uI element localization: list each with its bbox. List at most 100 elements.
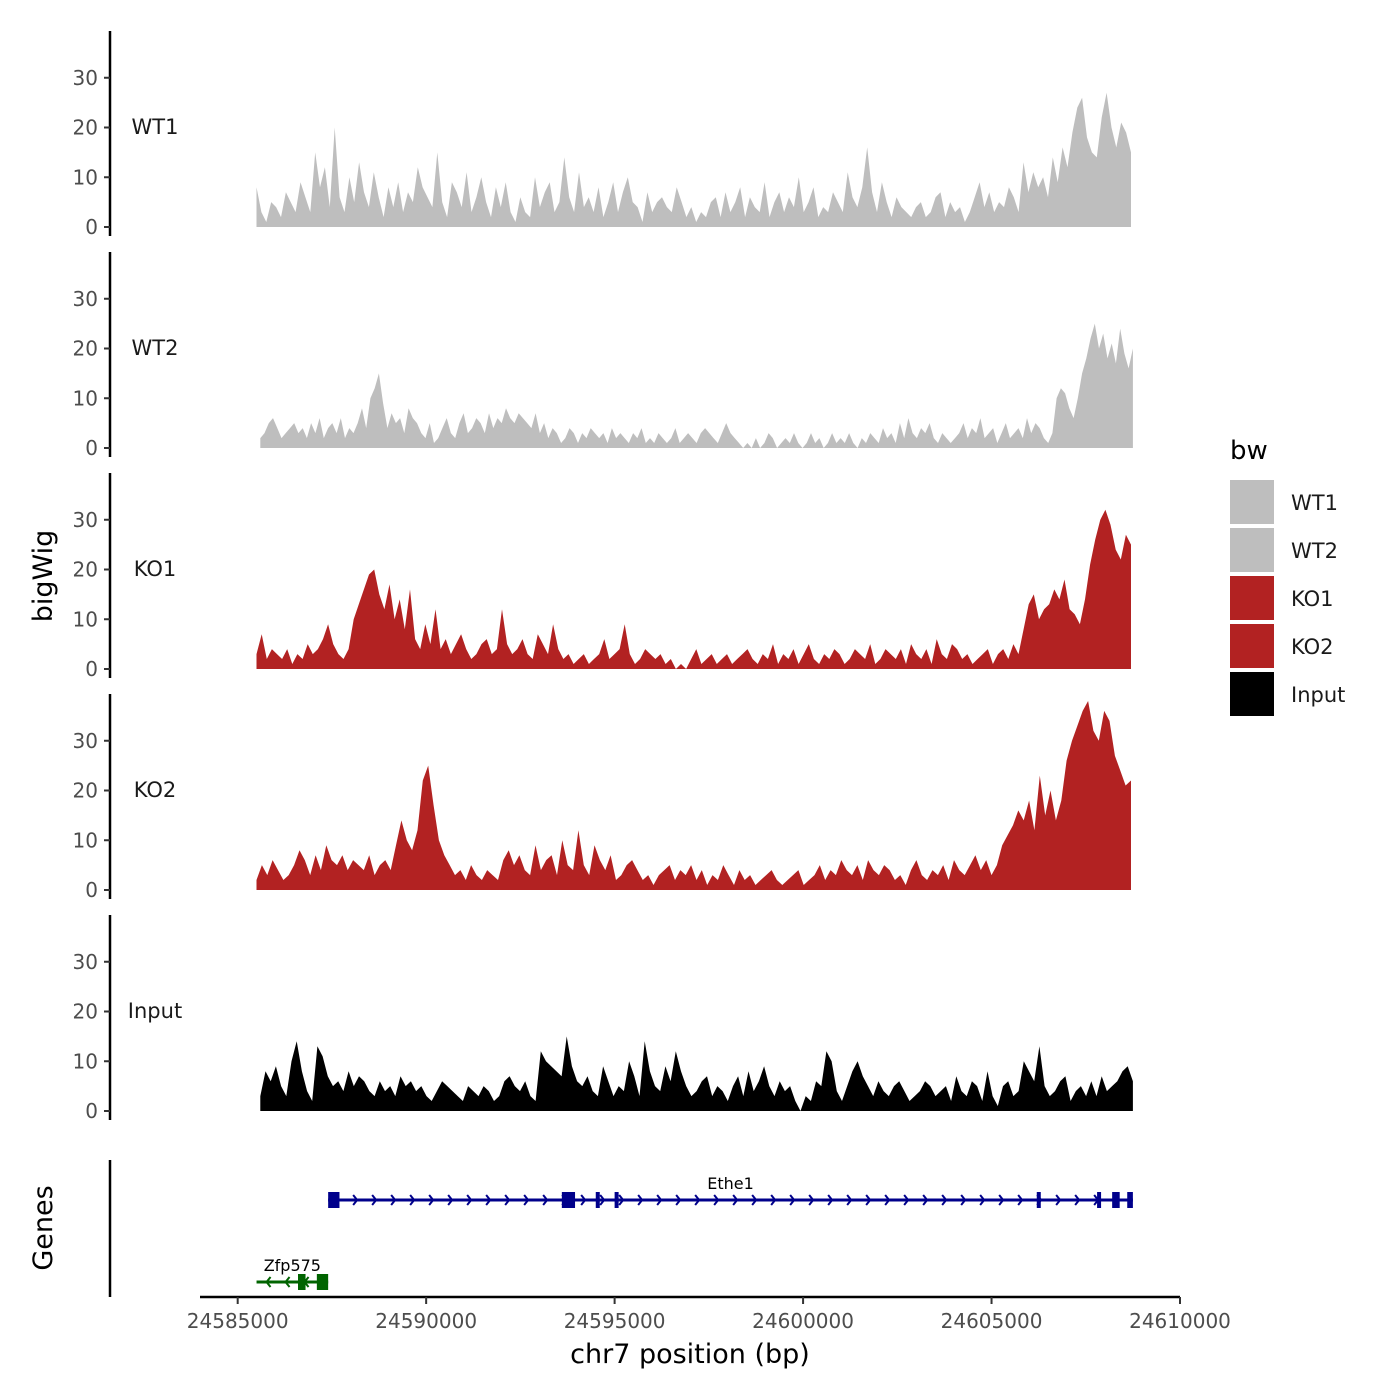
legend-key-input <box>1230 672 1274 716</box>
gene-ethe1: Ethe1 <box>328 1174 1133 1208</box>
signal-area-wt2 <box>260 323 1133 448</box>
strand-chevron <box>675 1194 682 1206</box>
strand-chevron <box>409 1194 416 1206</box>
strand-chevron <box>941 1194 948 1206</box>
legend-label: KO2 <box>1291 635 1334 659</box>
strand-chevron <box>284 1276 291 1288</box>
strand-chevron <box>922 1194 929 1206</box>
track-label: WT1 <box>132 115 179 139</box>
track-label: Input <box>128 999 182 1023</box>
strand-chevron <box>865 1194 872 1206</box>
legend-key-ko2 <box>1230 624 1274 668</box>
track-label: KO2 <box>134 778 177 802</box>
x-tick-label: 24600000 <box>752 1309 854 1333</box>
track-ko1: 0 10 20 30 KO1 <box>73 473 1131 681</box>
gene-track-title: Genes <box>28 1185 59 1270</box>
x-tick-label: 24595000 <box>564 1309 666 1333</box>
strand-chevron <box>390 1194 397 1206</box>
y-tick-label: 10 <box>73 1049 98 1073</box>
y-tick-label: 0 <box>85 878 98 902</box>
y-tick-label: 0 <box>85 215 98 239</box>
y-tick-label: 10 <box>73 828 98 852</box>
strand-chevron <box>447 1194 454 1206</box>
x-axis-title: chr7 position (bp) <box>570 1339 810 1370</box>
y-tick-label: 0 <box>85 657 98 681</box>
exon <box>328 1192 340 1208</box>
strand-chevron <box>998 1194 1005 1206</box>
strand-chevron <box>599 1194 606 1206</box>
track-input: 0 10 20 30 Input <box>73 915 1133 1123</box>
gene-track-panel: Ethe1 Zfp575 <box>108 1160 1133 1297</box>
y-tick-label: 20 <box>73 779 98 803</box>
gene-label: Ethe1 <box>707 1174 754 1193</box>
strand-chevron <box>371 1194 378 1206</box>
strand-chevron <box>827 1194 834 1206</box>
strand-chevron <box>808 1194 815 1206</box>
exon <box>298 1274 306 1290</box>
legend-label: KO1 <box>1291 587 1334 611</box>
x-tick-label: 24605000 <box>941 1309 1043 1333</box>
legend: bw WT1 WT2 KO1 KO2 Input <box>1230 436 1345 716</box>
strand-chevron <box>523 1194 530 1206</box>
y-tick-label: 20 <box>73 558 98 582</box>
y-tick-label: 30 <box>73 729 98 753</box>
strand-chevron <box>751 1194 758 1206</box>
strand-chevron <box>542 1194 549 1206</box>
track-label: WT2 <box>132 336 179 360</box>
strand-chevron <box>466 1194 473 1206</box>
exon <box>316 1274 329 1290</box>
track-ko2: 0 10 20 30 KO2 <box>73 694 1131 902</box>
gene-zfp575: Zfp575 <box>256 1256 329 1290</box>
x-tick-label: 24610000 <box>1129 1309 1231 1333</box>
exon <box>614 1192 619 1208</box>
exon <box>595 1192 600 1208</box>
signal-area-ko1 <box>256 509 1131 669</box>
strand-chevron <box>979 1194 986 1206</box>
strand-chevron <box>656 1194 663 1206</box>
strand-chevron <box>1017 1194 1024 1206</box>
legend-key-wt1 <box>1230 480 1274 524</box>
legend-label: WT1 <box>1291 491 1338 515</box>
exon <box>1036 1192 1041 1208</box>
track-panels: 0 10 20 30 WT1 0 10 20 30 WT2 0 10 20 30 KO1 0 10 20 30 KO2… <box>73 31 1133 1123</box>
strand-chevron <box>1074 1194 1081 1206</box>
y-tick-label: 0 <box>85 1099 98 1123</box>
y-tick-label: 30 <box>73 508 98 532</box>
legend-label: Input <box>1291 683 1345 707</box>
exon <box>1112 1192 1120 1208</box>
strand-chevron <box>618 1194 625 1206</box>
y-tick-label: 0 <box>85 436 98 460</box>
signal-area-ko2 <box>256 701 1131 890</box>
strand-chevron <box>580 1194 587 1206</box>
y-axis-title: bigWig <box>28 530 59 623</box>
strand-chevron <box>903 1194 910 1206</box>
x-tick-label: 24590000 <box>375 1309 477 1333</box>
legend-key-ko1 <box>1230 576 1274 620</box>
strand-chevron <box>732 1194 739 1206</box>
y-tick-label: 10 <box>73 165 98 189</box>
legend-label: WT2 <box>1291 539 1338 563</box>
strand-chevron <box>265 1276 272 1288</box>
legend-title: bw <box>1230 436 1268 466</box>
strand-chevron <box>884 1194 891 1206</box>
y-tick-label: 30 <box>73 287 98 311</box>
strand-chevron <box>1055 1194 1062 1206</box>
track-wt1: 0 10 20 30 WT1 <box>73 31 1131 239</box>
strand-chevron <box>428 1194 435 1206</box>
x-axis: 24585000 24590000 24595000 24600000 24605000… <box>187 1295 1231 1333</box>
strand-chevron <box>694 1194 701 1206</box>
y-tick-label: 30 <box>73 950 98 974</box>
strand-chevron <box>504 1194 511 1206</box>
strand-chevron <box>770 1194 777 1206</box>
y-tick-label: 20 <box>73 337 98 361</box>
signal-area-wt1 <box>256 92 1131 227</box>
strand-chevron <box>960 1194 967 1206</box>
x-tick-label: 24585000 <box>187 1309 289 1333</box>
strand-chevron <box>352 1194 359 1206</box>
strand-chevron <box>846 1194 853 1206</box>
signal-area-input <box>260 1036 1133 1111</box>
exon <box>1127 1192 1133 1208</box>
track-label: KO1 <box>134 557 177 581</box>
track-wt2: 0 10 20 30 WT2 <box>73 252 1133 460</box>
